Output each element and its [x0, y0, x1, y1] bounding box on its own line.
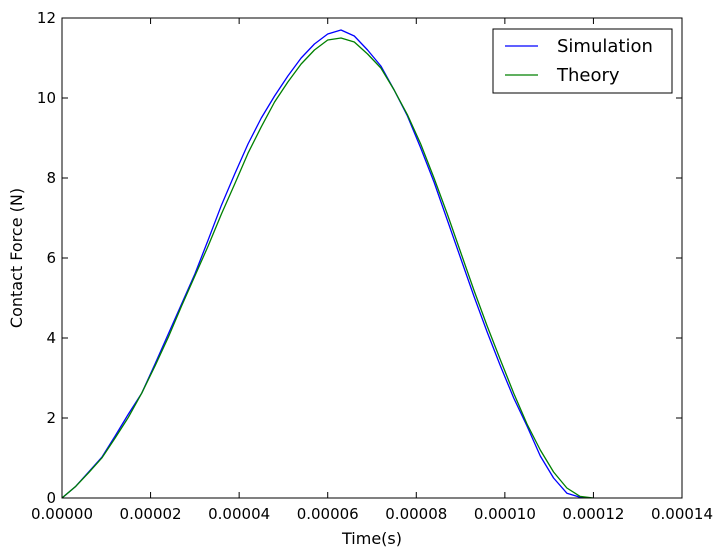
- legend-label-theory: Theory: [556, 65, 620, 86]
- y-tick-label: 10: [37, 89, 56, 107]
- legend-box: [492, 28, 673, 94]
- y-tick-label: 4: [46, 329, 56, 347]
- series-line-theory: [62, 37, 594, 498]
- x-tick-label: 0.00012: [562, 505, 624, 523]
- x-axis-label: Time(s): [341, 529, 402, 548]
- axes-layer: [61, 17, 683, 499]
- series-layer: [62, 29, 594, 498]
- x-tick-label: 0.00002: [120, 505, 182, 523]
- y-tick-label: 12: [37, 9, 56, 27]
- legend-label-simulation: Simulation: [557, 36, 653, 57]
- x-tick-label: 0.00006: [297, 505, 359, 523]
- x-tick-label: 0.00014: [651, 505, 713, 523]
- legend: Simulation Theory: [492, 28, 673, 94]
- labels-layer: 0.00000 0.00002 0.00004 0.00006 0.00008 0.000…: [7, 9, 713, 548]
- x-tick-label: 0.00008: [385, 505, 447, 523]
- y-tick-label: 2: [46, 409, 56, 427]
- plot-area: [62, 18, 682, 498]
- plot-background: [62, 18, 682, 498]
- y-tick-label: 6: [46, 249, 56, 267]
- y-tick-label: 8: [46, 169, 56, 187]
- y-tick-label: 0: [46, 489, 56, 507]
- x-tick-label: 0.00004: [208, 505, 270, 523]
- x-tick-label: 0.00010: [474, 505, 536, 523]
- y-axis-label: Contact Force (N): [7, 188, 26, 328]
- x-tick-label: 0.00000: [31, 505, 93, 523]
